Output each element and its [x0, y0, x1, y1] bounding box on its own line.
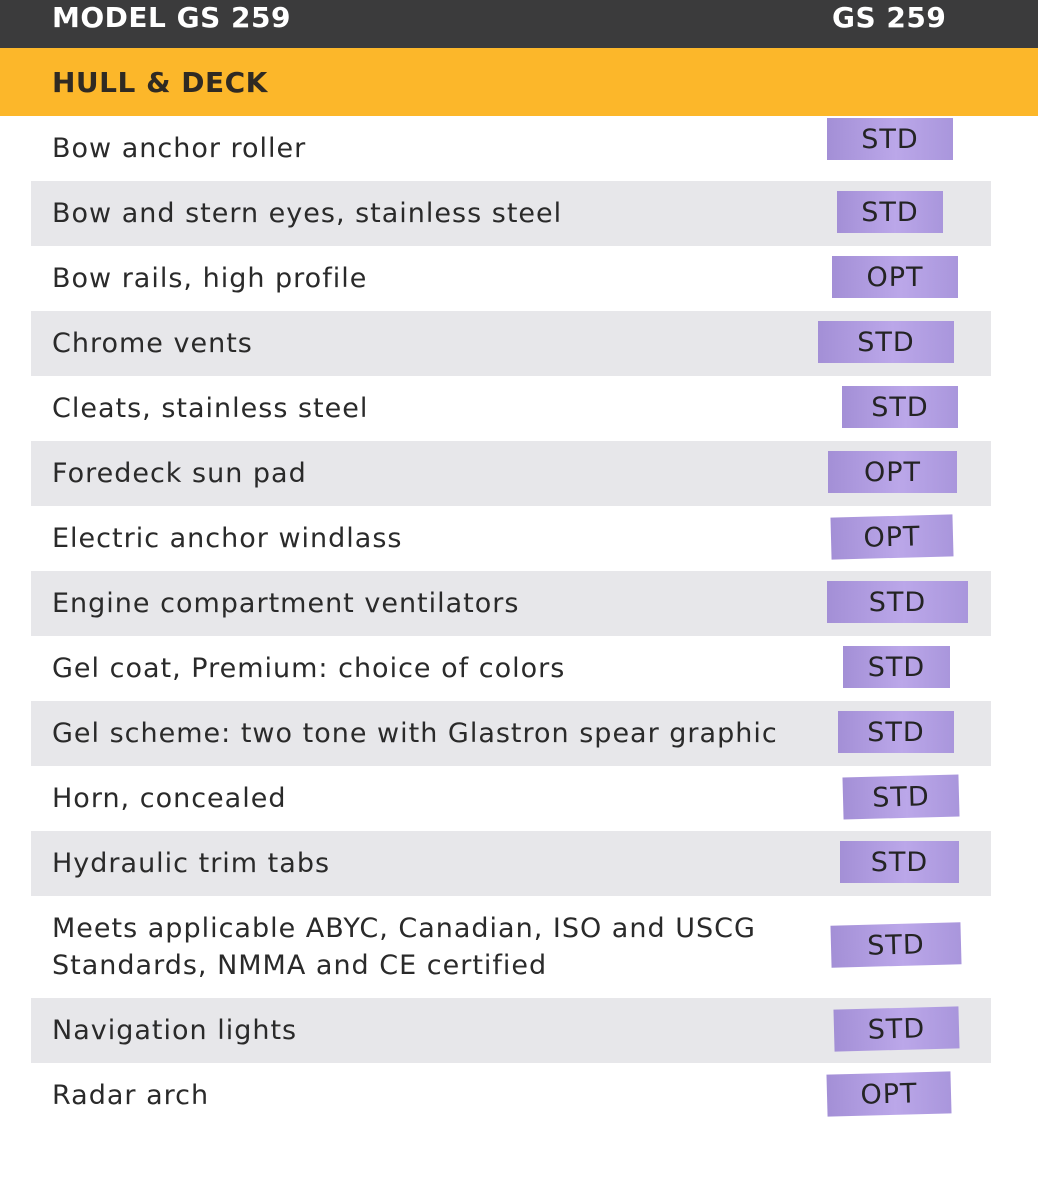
feature-label: Engine compartment ventilators: [52, 588, 520, 619]
feature-label: Chrome vents: [52, 328, 253, 359]
model-title: MODEL GS 259: [52, 1, 291, 34]
feature-label: Horn, concealed: [52, 783, 287, 814]
feature-label: Bow rails, high profile: [52, 263, 368, 294]
feature-label: Bow anchor roller: [52, 133, 307, 164]
availability-badge: OPT: [830, 514, 954, 560]
feature-row: Electric anchor windlass OPT: [31, 506, 991, 571]
feature-row: Gel coat, Premium: choice of colors STD: [31, 636, 991, 701]
availability-badge: STD: [837, 191, 943, 233]
feature-row: Meets applicable ABYC, Canadian, ISO and…: [31, 896, 991, 998]
feature-label: Radar arch: [52, 1080, 210, 1111]
feature-label: Electric anchor windlass: [52, 523, 403, 554]
feature-label: Bow and stern eyes, stainless steel: [52, 198, 563, 229]
availability-badge: OPT: [832, 256, 958, 298]
feature-row: Chrome vents STD: [31, 311, 991, 376]
availability-badge: STD: [833, 1006, 960, 1052]
feature-row: Navigation lights STD: [31, 998, 991, 1063]
availability-badge: OPT: [826, 1071, 952, 1117]
availability-badge: STD: [830, 922, 962, 968]
feature-table: Bow anchor roller STD Bow and stern eyes…: [31, 116, 991, 1128]
section-header: HULL & DECK: [0, 48, 1038, 116]
feature-row: Horn, concealed STD: [31, 766, 991, 831]
availability-badge: STD: [842, 386, 958, 428]
availability-badge: STD: [843, 646, 950, 688]
availability-badge: OPT: [828, 451, 957, 493]
feature-row: Engine compartment ventilators STD: [31, 571, 991, 636]
feature-row: Radar arch OPT: [31, 1063, 991, 1128]
feature-row: Bow anchor roller STD: [31, 116, 991, 181]
feature-row: Cleats, stainless steel STD: [31, 376, 991, 441]
availability-badge: STD: [827, 118, 953, 160]
header-bar: MODEL GS 259 GS 259: [0, 0, 1038, 48]
availability-badge: STD: [818, 321, 954, 363]
feature-label: Foredeck sun pad: [52, 458, 307, 489]
feature-label: Cleats, stainless steel: [52, 393, 369, 424]
section-title: HULL & DECK: [52, 66, 268, 99]
availability-badge: STD: [842, 774, 960, 820]
availability-badge: STD: [827, 581, 968, 623]
availability-badge: STD: [840, 841, 959, 883]
feature-label: Hydraulic trim tabs: [52, 848, 331, 879]
feature-label: Meets applicable ABYC, Canadian, ISO and…: [52, 913, 756, 981]
availability-badge: STD: [838, 711, 954, 753]
feature-label: Navigation lights: [52, 1015, 298, 1046]
feature-row: Foredeck sun pad OPT: [31, 441, 991, 506]
feature-row: Gel scheme: two tone with Glastron spear…: [31, 701, 991, 766]
feature-row: Bow and stern eyes, stainless steel STD: [31, 181, 991, 246]
feature-label: Gel scheme: two tone with Glastron spear…: [52, 718, 778, 749]
feature-row: Hydraulic trim tabs STD: [31, 831, 991, 896]
feature-label: Gel coat, Premium: choice of colors: [52, 653, 566, 684]
model-column-header: GS 259: [832, 1, 947, 34]
feature-row: Bow rails, high profile OPT: [31, 246, 991, 311]
